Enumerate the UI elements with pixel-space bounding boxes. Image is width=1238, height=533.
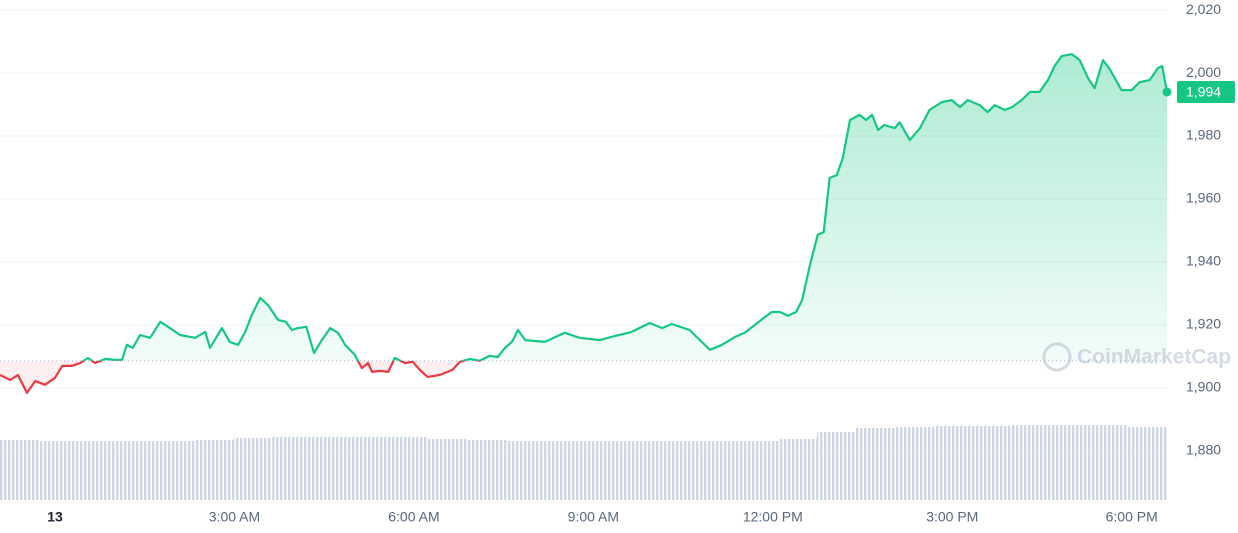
x-tick-label: 13 — [47, 509, 63, 525]
area-up — [0, 54, 1167, 361]
price-line-up — [81, 53, 1167, 361]
plot — [0, 53, 1172, 394]
y-tick-label: 2,020 — [1186, 1, 1221, 17]
y-tick-label: 1,900 — [1186, 379, 1221, 395]
volume — [0, 425, 1167, 500]
volume-bar — [1050, 425, 1090, 500]
volume-bar — [972, 426, 1012, 500]
volume-bar — [505, 441, 545, 500]
volume-bar — [427, 439, 467, 500]
x-tick-label: 3:00 PM — [926, 509, 978, 525]
y-tick-label: 1,960 — [1186, 190, 1221, 206]
volume-bar — [855, 428, 895, 500]
volume-bar — [233, 438, 273, 500]
area-down — [0, 360, 464, 393]
grid — [0, 9, 1167, 452]
volume-bar — [894, 427, 934, 500]
volume-bar — [1089, 425, 1129, 500]
volume-bar — [816, 432, 856, 500]
axes: 1,880 1,900 1,920 1,940 1,960 1,980 2,000 2,020… — [47, 1, 1235, 525]
x-tick-label: 12:00 PM — [743, 509, 803, 525]
last-price-dot — [1162, 87, 1172, 97]
volume-bar — [739, 441, 778, 500]
volume-bar — [778, 439, 817, 500]
volume-bar — [272, 437, 312, 500]
watermark-text: CoinMarketCap — [1077, 346, 1231, 369]
watermark-logo — [1042, 342, 1072, 372]
volume-bar — [700, 441, 740, 500]
volume-bar — [0, 440, 39, 500]
price-label: 1,994 — [1186, 84, 1221, 100]
volume-bar — [583, 441, 623, 500]
volume-bar — [155, 441, 195, 500]
y-tick-label: 2,000 — [1186, 64, 1221, 80]
volume-bar — [661, 441, 701, 500]
volume-bar — [77, 441, 117, 500]
x-tick-label: 3:00 AM — [209, 509, 260, 525]
volume-bar — [311, 437, 351, 500]
volume-bar — [933, 426, 973, 500]
x-tick-label: 6:00 PM — [1106, 509, 1158, 525]
y-tick-label: 1,880 — [1186, 442, 1221, 458]
volume-bar — [466, 440, 506, 500]
volume-bar — [622, 441, 662, 500]
volume-bar — [1011, 425, 1051, 500]
price-label-box — [1177, 80, 1235, 103]
volume-bar — [194, 440, 234, 500]
x-tick-label: 9:00 AM — [568, 509, 619, 525]
volume-bar — [116, 441, 156, 500]
volume-bar — [1128, 427, 1167, 500]
y-tick-label: 1,940 — [1186, 253, 1221, 269]
volume-bar — [350, 437, 389, 500]
y-tick-label: 1,980 — [1186, 127, 1221, 143]
watermark: CoinMarketCap — [1042, 342, 1231, 372]
y-tick-label: 1,920 — [1186, 316, 1221, 332]
volume-bar — [544, 441, 584, 500]
volume-bar — [38, 441, 78, 500]
volume-bar — [389, 437, 428, 500]
x-tick-label: 6:00 AM — [388, 509, 439, 525]
